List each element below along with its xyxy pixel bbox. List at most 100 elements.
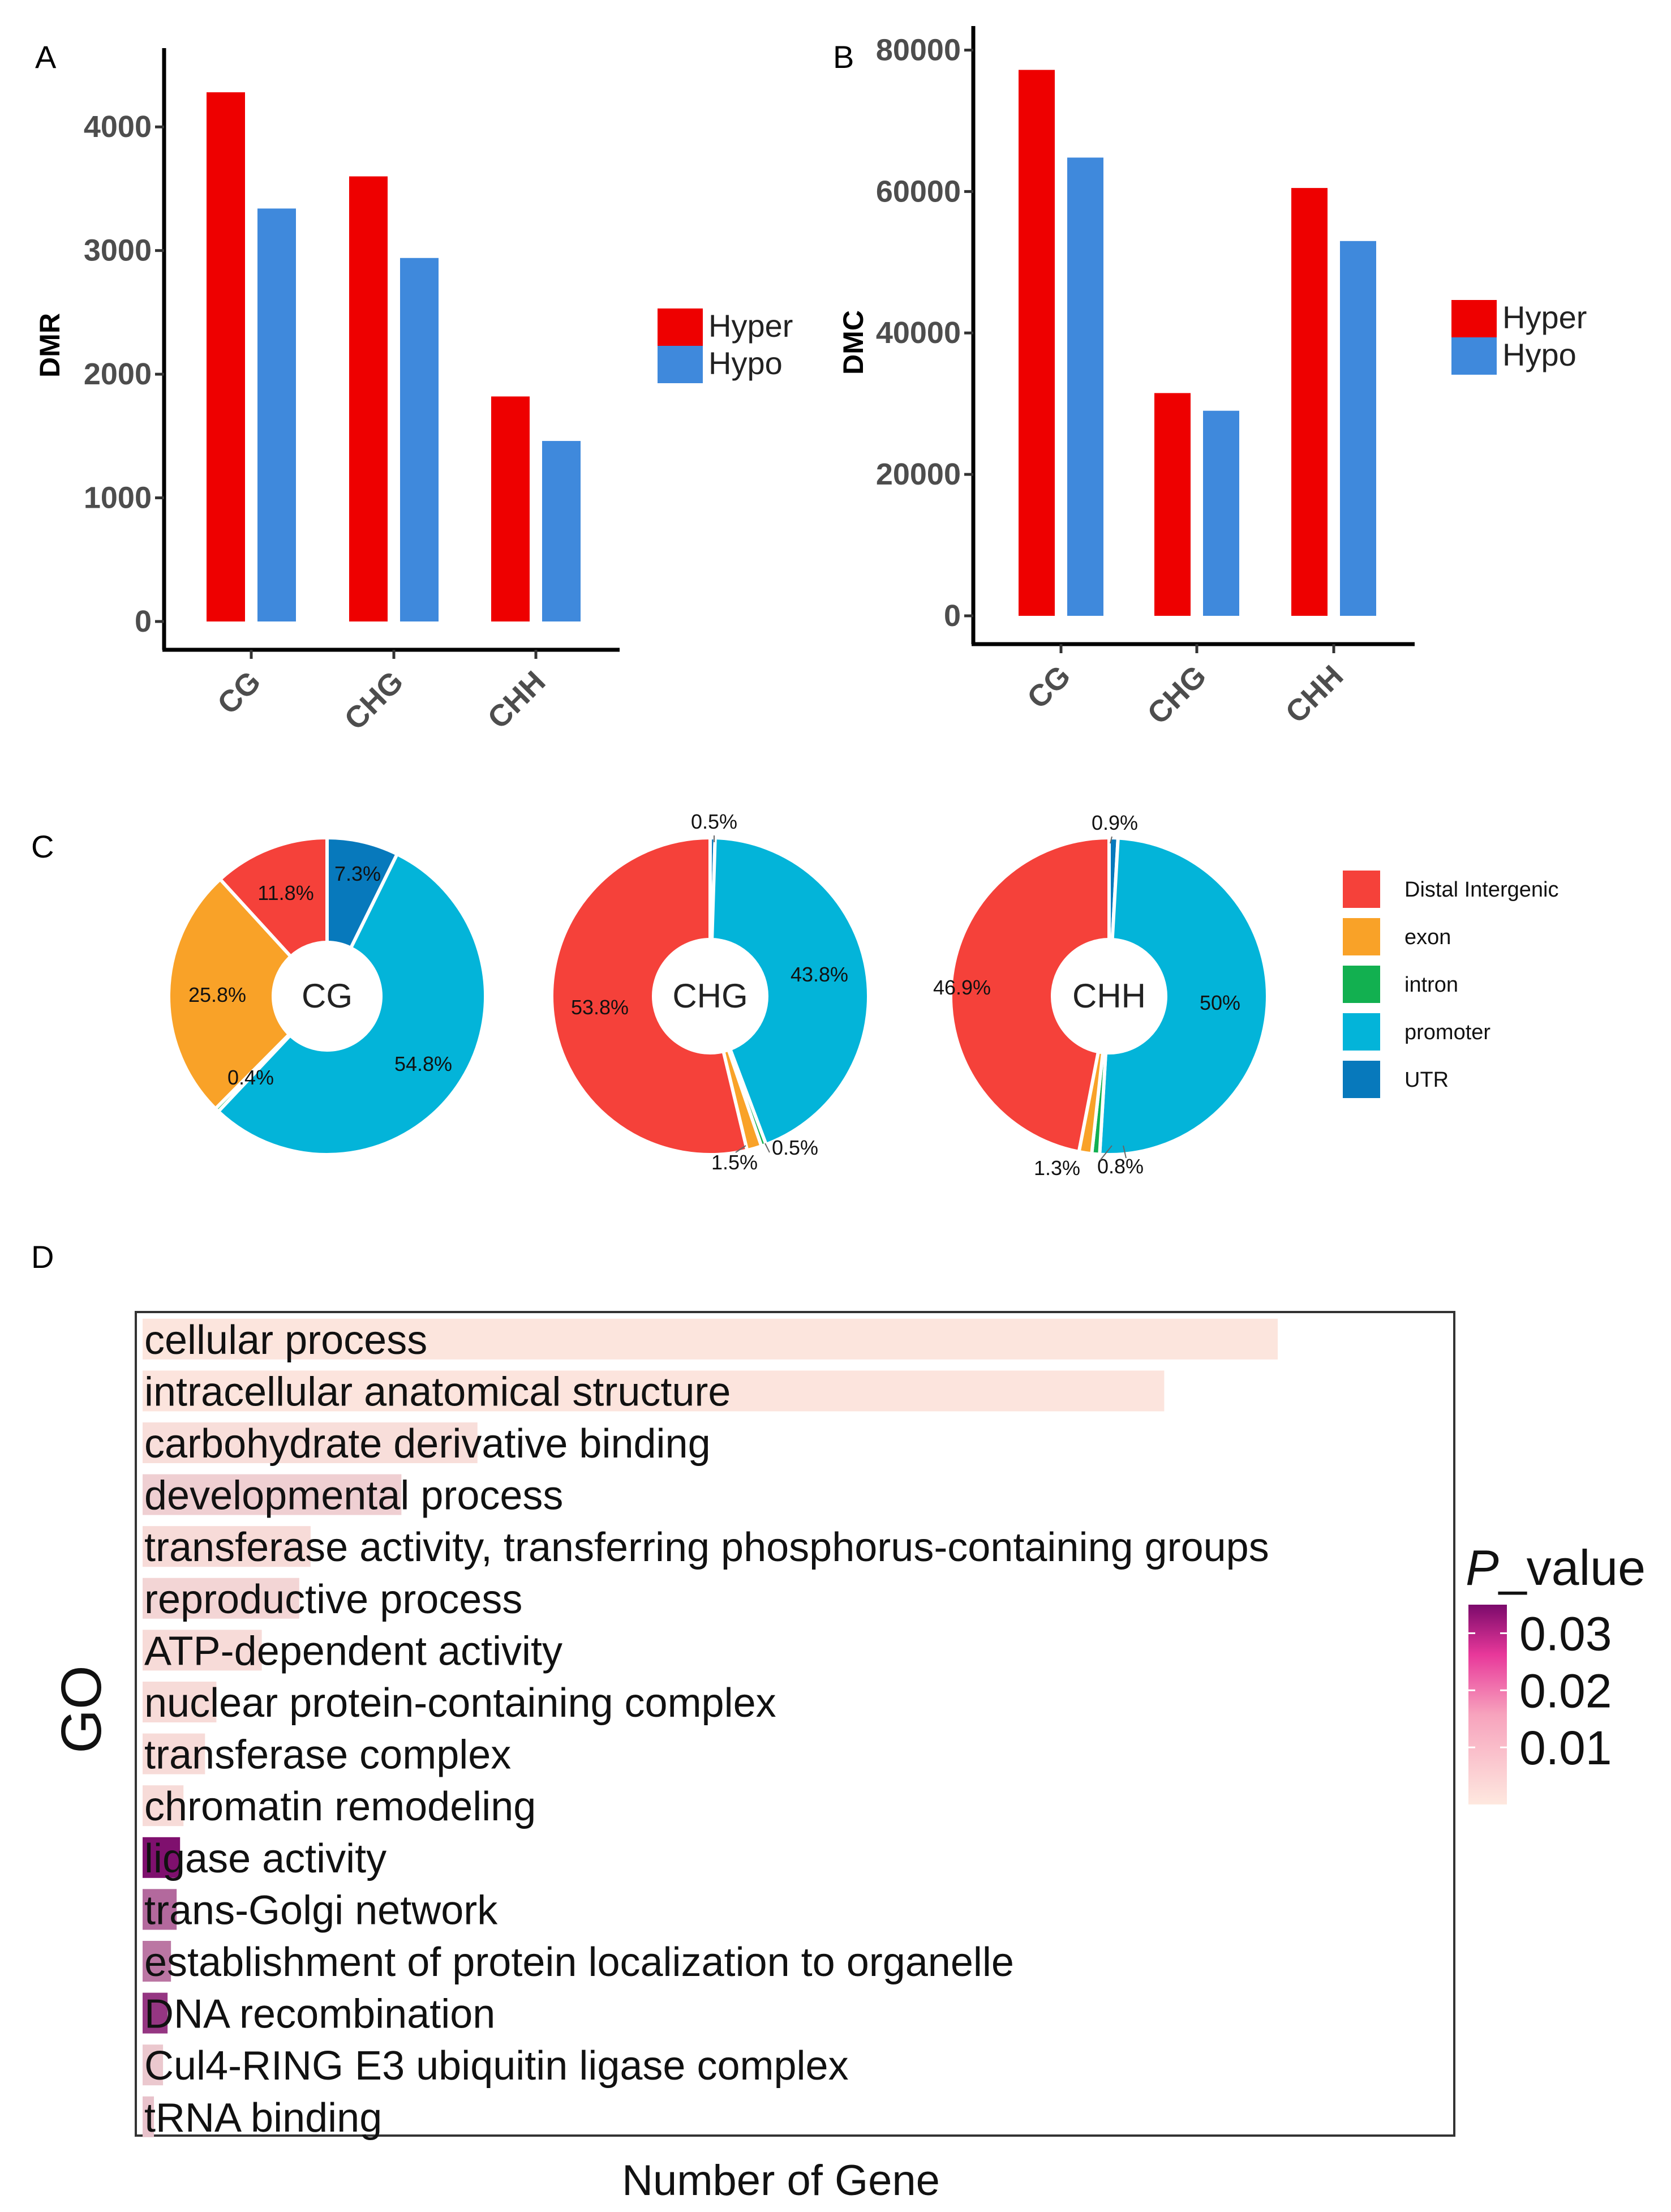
legend-label-hypo: Hypo	[1502, 337, 1577, 372]
go-bar	[143, 1889, 177, 1930]
bar-hyper	[207, 92, 245, 621]
colorbar	[1468, 1605, 1507, 1804]
colorbar-title: P_value	[1466, 1540, 1646, 1596]
pie-leader-line	[1110, 836, 1112, 844]
panel-b: B 0 20000 40000 60000 80000 DMC CG CHG CHH HyperHy…	[833, 26, 1587, 731]
pie-legend-swatch	[1343, 1061, 1380, 1098]
go-term-label: establishment of protein localization to…	[144, 1940, 1014, 1985]
pie-slice-label: 43.8%	[791, 963, 848, 986]
go-bar	[143, 1577, 299, 1619]
pie-leader-line	[764, 1143, 770, 1153]
pie-legend-swatch	[1343, 1013, 1380, 1051]
legend-label-hyper: Hyper	[708, 308, 793, 344]
bar-hyper	[491, 396, 530, 621]
legend-swatch-hypo	[1451, 337, 1497, 375]
bar-hypo	[1203, 410, 1239, 616]
pie-slice-label: 1.5%	[711, 1151, 758, 1174]
go-bar	[143, 2044, 164, 2086]
go-term-label: ligase activity	[144, 1836, 386, 1881]
go-term-label: transferase activity, transferring phosp…	[144, 1525, 1269, 1570]
y-tick-label: 20000	[876, 457, 961, 491]
go-bar	[143, 2096, 154, 2137]
pie-slice-label: 7.3%	[334, 862, 381, 885]
go-bar	[143, 1785, 184, 1827]
y-tick-label: 0	[135, 605, 152, 638]
bar-hyper	[1019, 70, 1055, 616]
go-term-label: ATP-dependent activity	[144, 1628, 562, 1674]
go-bar	[143, 1422, 478, 1463]
panel-letter: D	[31, 1239, 54, 1275]
go-bar	[143, 1630, 262, 1671]
pie-slice-exon	[167, 877, 294, 1112]
pie-slice-label: 54.8%	[394, 1052, 452, 1075]
pie-leader-line	[735, 1145, 746, 1153]
bar-hypo	[400, 258, 439, 622]
pie-slice-label: 0.9%	[1092, 811, 1138, 834]
pie-slice-label: 0.5%	[772, 1136, 818, 1159]
pie-slice-label: 11.8%	[257, 881, 313, 904]
go-bar	[143, 1837, 181, 1878]
legend-label-hyper: Hyper	[1502, 299, 1587, 335]
pie-slice-distal-intergenic	[217, 835, 329, 959]
pie-slice-distal-intergenic	[550, 835, 749, 1156]
legend-swatch-hypo	[658, 346, 703, 383]
go-bar	[143, 1733, 205, 1774]
bar-hypo	[1067, 157, 1103, 616]
panel-letter: B	[833, 39, 854, 75]
colorbar-title-rest: _value	[1498, 1540, 1646, 1596]
pie-slice-promoter	[1098, 836, 1270, 1157]
y-tick-label: 40000	[876, 316, 961, 350]
pie-center-label: CHH	[1072, 977, 1146, 1015]
y-axis-title: DMC	[837, 310, 869, 375]
colorbar-tick-label: 0.03	[1519, 1607, 1612, 1660]
pie-slice-label: 50%	[1200, 991, 1240, 1014]
pie-leader-line	[1099, 1145, 1112, 1161]
legend-swatch-hyper	[1451, 300, 1497, 337]
x-tick-label: CG	[1021, 659, 1077, 715]
go-term-label: DNA recombination	[144, 1992, 495, 2037]
bar-hyper	[1154, 393, 1191, 616]
go-term-label: developmental process	[144, 1473, 563, 1519]
pie-slice-label: 0.8%	[1097, 1155, 1144, 1178]
go-term-label: Cul4-RING E3 ubiquitin ligase complex	[144, 2043, 849, 2089]
go-bar	[143, 1474, 402, 1515]
go-bar	[143, 1318, 1278, 1360]
pie-slice-label: 46.9%	[933, 976, 991, 999]
go-term-label: carbohydrate derivative binding	[144, 1421, 711, 1467]
pie-slice-label: 25.8%	[188, 983, 246, 1006]
go-bar	[143, 1526, 311, 1567]
go-term-label: trans-Golgi network	[144, 1888, 498, 1933]
go-bar	[143, 1941, 171, 1982]
pie-slice-label: 1.3%	[1034, 1156, 1080, 1180]
go-term-label: intracellular anatomical structure	[144, 1369, 731, 1414]
y-tick-label: 80000	[876, 33, 961, 67]
go-term-label: chromatin remodeling	[144, 1784, 536, 1829]
x-tick-label: CG	[211, 665, 268, 721]
pie-legend-label: UTR	[1404, 1068, 1449, 1092]
pie-legend-label: Distal Intergenic	[1404, 878, 1558, 902]
y-tick-label: 0	[944, 599, 961, 633]
go-term-label: cellular process	[144, 1318, 427, 1363]
panel-c: C 7.3% 54.8% 0.4% 25.8% 11.8% CG 0.5% 43.8% 0.5% 1…	[31, 810, 1558, 1180]
x-tick-label: CHH	[481, 665, 552, 735]
y-tick-label: 1000	[84, 481, 152, 515]
colorbar-title-italic: P	[1466, 1540, 1499, 1596]
x-tick-label: CHG	[338, 665, 410, 736]
y-tick-label: 4000	[84, 110, 152, 144]
y-tick-label: 60000	[876, 174, 961, 208]
x-tick-label: CHH	[1279, 659, 1350, 730]
pie-legend-label: exon	[1404, 925, 1451, 949]
x-tick-label: CHG	[1141, 659, 1213, 731]
pie-slice-label: 0.5%	[691, 810, 737, 833]
bar-hypo	[257, 208, 296, 621]
pie-leader-line	[1123, 1145, 1127, 1159]
bar-hypo	[1340, 241, 1376, 616]
pie-legend-label: intron	[1404, 973, 1458, 997]
x-axis-title: Number of Gene	[622, 2157, 940, 2205]
go-term-label: transferase complex	[144, 1733, 511, 1778]
pie-slice-distal-intergenic	[949, 835, 1111, 1154]
colorbar-tick-label: 0.02	[1519, 1664, 1612, 1717]
